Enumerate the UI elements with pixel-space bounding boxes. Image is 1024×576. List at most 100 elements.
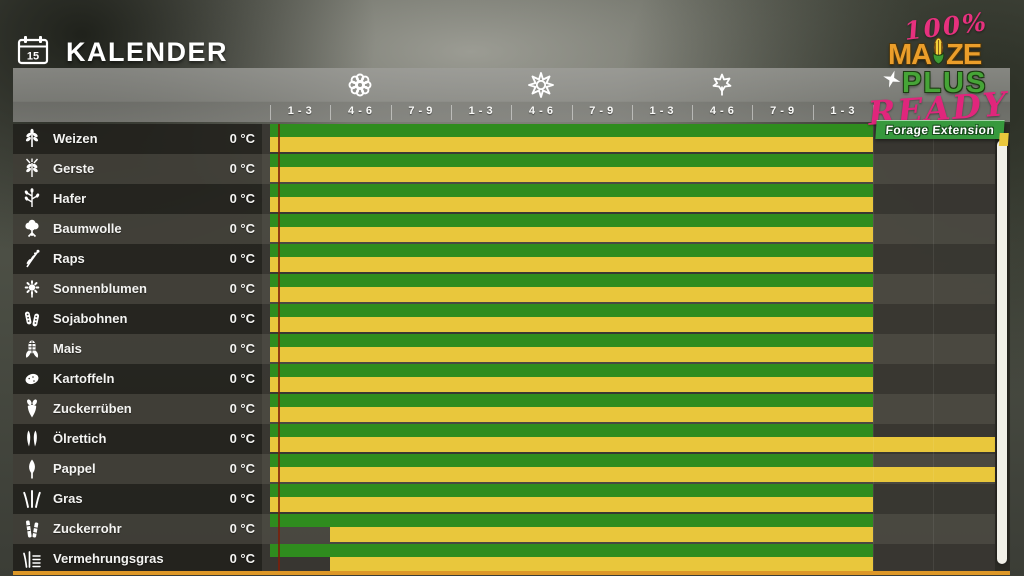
column-separator	[390, 105, 392, 120]
plant-season-bar	[270, 514, 873, 527]
harvest-season-bar	[270, 377, 873, 392]
corn-icon	[21, 338, 43, 360]
chart-grid-line	[933, 124, 934, 574]
crop-temperature: 0 °C	[229, 311, 255, 326]
calendar-row[interactable]: Mais 0 °C	[13, 334, 1010, 364]
crop-name: Baumwolle	[53, 221, 122, 236]
popcorn-splat-icon	[879, 68, 903, 95]
calendar-row[interactable]: Sonnenblumen 0 °C	[13, 274, 1010, 304]
column-label: 1 - 3	[649, 105, 675, 117]
row-label-background	[13, 424, 262, 454]
plant-season-bar	[270, 334, 873, 347]
plant-season-bar	[270, 274, 873, 287]
scrollbar-thumb[interactable]	[997, 140, 1007, 564]
calendar-row[interactable]: Weizen 0 °C	[13, 124, 1010, 154]
calendar-icon-day: 15	[27, 51, 39, 63]
logo-banner: Forage Extension	[875, 120, 1009, 146]
meadow-grass-icon	[21, 548, 43, 570]
row-label-background	[13, 184, 262, 214]
plant-season-bar	[270, 214, 873, 227]
logo-maize-post: ZE	[946, 38, 982, 71]
plant-season-bar	[270, 424, 873, 437]
maizeplus-logo: 100% MA ZE PLUS READY Forage Extension	[858, 4, 1020, 146]
plant-season-bar	[270, 544, 873, 557]
harvest-season-bar	[330, 527, 873, 542]
calendar-row[interactable]: Sojabohnen 0 °C	[13, 304, 1010, 334]
calendar-rows: Weizen 0 °C Gerste 0 °C Hafer 0 °C Baumwolle 0 …	[13, 124, 1010, 574]
column-label: 4 - 6	[709, 105, 735, 117]
row-label-background	[13, 154, 262, 184]
row-label-background	[13, 544, 262, 574]
poplar-icon	[21, 458, 43, 480]
plant-season-bar	[270, 184, 873, 197]
row-label-background	[13, 124, 262, 154]
crop-temperature: 0 °C	[229, 521, 255, 536]
harvest-season-bar	[270, 407, 873, 422]
crop-name: Gras	[53, 491, 83, 506]
logo-plus: PLUS	[902, 67, 988, 99]
corn-cob-icon	[932, 37, 945, 73]
crop-temperature: 0 °C	[229, 461, 255, 476]
calendar-header: 1 - 3 4 - 6 7 - 9 1 - 3 4 - 6 7 - 9 1 - 3 4 - 6…	[13, 68, 1010, 122]
oilradish-icon	[21, 428, 43, 450]
harvest-season-bar	[270, 167, 873, 182]
calendar-row[interactable]: Baumwolle 0 °C	[13, 214, 1010, 244]
column-separator	[692, 105, 694, 120]
crop-name: Pappel	[53, 461, 96, 476]
column-separator	[511, 105, 513, 120]
plant-season-bar	[270, 304, 873, 317]
column-separator	[752, 105, 754, 120]
calendar-row[interactable]: Ölrettich 0 °C	[13, 424, 1010, 454]
calendar-row[interactable]: Pappel 0 °C	[13, 454, 1010, 484]
wheat-icon	[21, 128, 43, 150]
crop-name: Kartoffeln	[53, 371, 115, 386]
plant-season-bar	[270, 154, 873, 167]
sunflower-icon	[21, 278, 43, 300]
barley-icon	[21, 158, 43, 180]
logo-banner-label: Forage Extension	[885, 123, 995, 137]
crop-temperature: 0 °C	[229, 131, 255, 146]
crop-name: Hafer	[53, 191, 87, 206]
crop-temperature: 0 °C	[229, 431, 255, 446]
row-label-background	[13, 484, 262, 514]
plant-season-bar	[270, 244, 873, 257]
calendar-row[interactable]: Vermehrungsgras 0 °C	[13, 544, 1010, 574]
row-label-background	[13, 214, 262, 244]
harvest-season-bar	[270, 347, 873, 362]
calendar-row[interactable]: Raps 0 °C	[13, 244, 1010, 274]
column-label: 1 - 3	[468, 105, 494, 117]
crop-temperature: 0 °C	[229, 401, 255, 416]
calendar-icon: 15	[16, 34, 50, 71]
calendar-row[interactable]: Zuckerrohr 0 °C	[13, 514, 1010, 544]
plant-season-bar	[270, 124, 873, 137]
crop-temperature: 0 °C	[229, 281, 255, 296]
column-label: 1 - 3	[830, 105, 855, 117]
crop-temperature: 0 °C	[229, 371, 255, 386]
column-separator	[450, 105, 452, 120]
crop-temperature: 0 °C	[229, 491, 255, 506]
current-day-indicator	[278, 124, 280, 574]
crop-temperature: 0 °C	[229, 341, 255, 356]
crop-name: Gerste	[53, 161, 95, 176]
column-separator	[571, 105, 573, 120]
harvest-season-bar	[270, 257, 873, 272]
calendar-row[interactable]: Kartoffeln 0 °C	[13, 364, 1010, 394]
row-label-background	[13, 304, 262, 334]
column-label: 1 - 3	[287, 105, 313, 117]
harvest-season-bar	[270, 137, 873, 152]
plant-season-bar	[270, 364, 873, 377]
calendar-row[interactable]: Hafer 0 °C	[13, 184, 1010, 214]
calendar-row[interactable]: Gras 0 °C	[13, 484, 1010, 514]
oat-icon	[21, 188, 43, 210]
column-label: 7 - 9	[589, 105, 614, 117]
page-title: KALENDER	[66, 37, 229, 67]
plant-season-bar	[270, 394, 873, 407]
spring-flower-icon	[346, 71, 374, 99]
row-label-background	[13, 514, 262, 544]
column-separator	[812, 105, 814, 120]
calendar-row[interactable]: Gerste 0 °C	[13, 154, 1010, 184]
crop-name: Weizen	[53, 131, 98, 146]
calendar-row[interactable]: Zuckerrüben 0 °C	[13, 394, 1010, 424]
crop-name: Zuckerrüben	[53, 401, 132, 416]
